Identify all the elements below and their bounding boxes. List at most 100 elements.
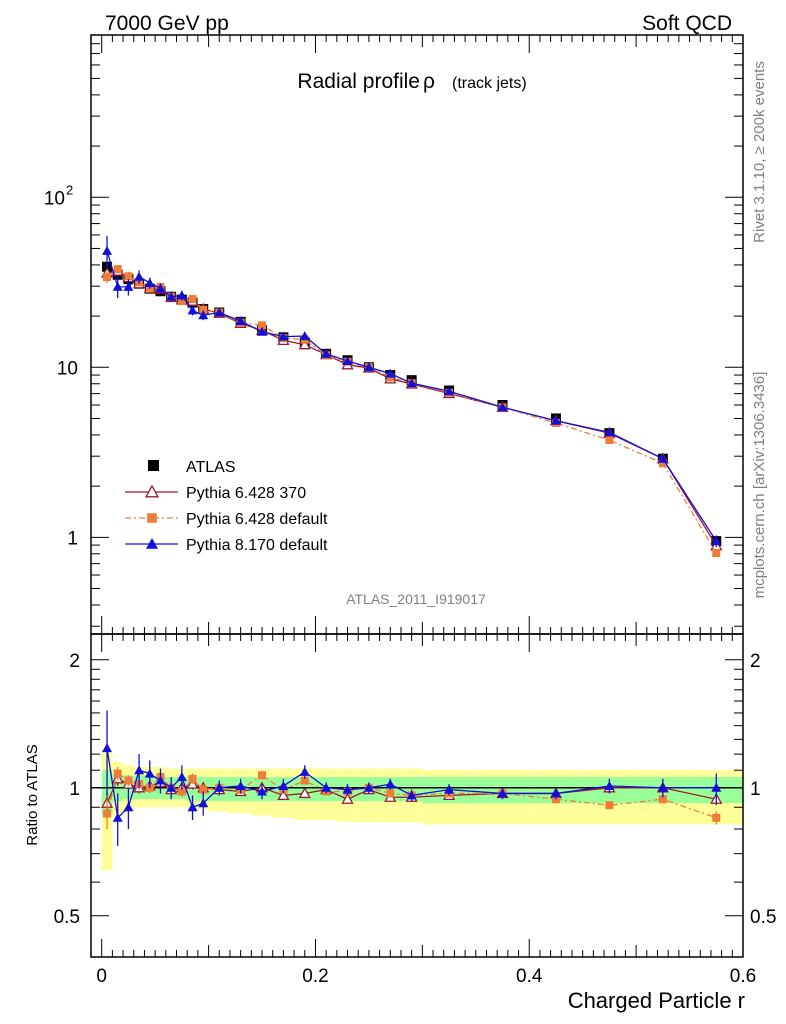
series-point-main — [605, 436, 614, 445]
series-point-ratio — [258, 771, 267, 780]
series-point-main — [124, 272, 133, 281]
x-tick-label: 0.4 — [516, 966, 543, 987]
series-point-ratio — [199, 785, 208, 794]
series-point-ratio — [103, 809, 112, 818]
series-point-ratio — [277, 789, 290, 800]
series-point-main — [497, 402, 508, 412]
y-tick-label-ratio: 2 — [69, 651, 80, 672]
series-point-ratio — [711, 782, 722, 792]
series-point-ratio — [113, 769, 122, 778]
ratio-panel-frame — [90, 633, 744, 958]
legend-label-0: Pythia 6.428 370 — [186, 485, 306, 502]
series-point-ratio — [658, 795, 667, 804]
series-point-main — [298, 338, 311, 350]
series-point-main — [198, 310, 209, 320]
chart-title: Radial profile — [297, 70, 420, 93]
y-tick-label-ratio-right: 2 — [750, 651, 761, 672]
header-left: 7000 GeV pp — [105, 12, 229, 35]
ratio-bands — [101, 751, 743, 871]
series-point-main — [176, 290, 187, 300]
series-point-main — [444, 386, 455, 396]
series-point-main — [155, 283, 166, 293]
series-point-ratio — [177, 787, 186, 796]
series-point-ratio — [712, 813, 721, 822]
series-point-main — [278, 331, 289, 341]
legend-label-atlas: ATLAS — [186, 459, 236, 476]
series-point-ratio — [134, 765, 145, 775]
series-point-main — [385, 368, 396, 378]
series-point-main — [604, 427, 615, 437]
series-point-ratio — [342, 784, 353, 794]
series-point-ratio — [363, 782, 374, 792]
series-point-ratio — [300, 776, 309, 785]
plot-frames — [90, 34, 744, 958]
series-point-main — [214, 307, 225, 317]
series-point-main — [102, 245, 113, 255]
x-tick-label: 0 — [96, 966, 107, 987]
x-axis-label: Charged Particle r — [568, 988, 745, 1013]
x-tick-label: 0.2 — [302, 966, 328, 987]
series-point-ratio — [124, 776, 133, 785]
series-point-main — [187, 305, 198, 315]
series-point-ratio — [604, 780, 615, 790]
series-point-main — [363, 362, 374, 372]
series-point-main — [188, 295, 197, 304]
series-point-ratio — [385, 779, 396, 789]
series-point-ratio — [657, 782, 668, 792]
legend-marker-1 — [147, 513, 157, 523]
series-layer — [100, 235, 723, 846]
series-point-ratio — [188, 774, 197, 783]
series-point-ratio — [299, 766, 310, 776]
series-point-main — [134, 271, 145, 281]
series-point-main — [257, 326, 268, 336]
chart-title-suffix: (track jets) — [452, 75, 527, 92]
series-point-main — [177, 297, 186, 306]
series-point-main — [112, 281, 123, 291]
series-point-main — [711, 536, 722, 546]
y-tick-label-main: 10 — [57, 358, 78, 379]
mcplots-reference-label: mcplots.cern.ch [arXiv:1306.3436] — [751, 372, 768, 599]
series-point-main — [321, 348, 332, 358]
series-point-ratio — [112, 812, 123, 822]
series-point-ratio — [102, 743, 113, 753]
series-point-main — [258, 321, 267, 330]
series-point-ratio — [155, 775, 166, 785]
series-point-main — [144, 277, 155, 287]
series-point-main — [658, 459, 667, 468]
series-point-ratio — [187, 802, 198, 812]
series-point-ratio — [257, 786, 268, 796]
series-point-ratio — [406, 790, 417, 800]
series-point-ratio — [278, 780, 289, 790]
legend-label-2: Pythia 8.170 default — [186, 537, 328, 554]
y-tick-label-ratio-right: 0.5 — [750, 907, 776, 928]
series-point-ratio — [144, 768, 155, 778]
axis-ticks — [91, 34, 744, 957]
ratio-y-axis-label: Ratio to ATLAS — [24, 744, 41, 845]
series-point-main — [113, 265, 122, 274]
series-point-ratio — [176, 772, 187, 782]
legend-label-1: Pythia 6.428 default — [186, 511, 328, 528]
series-point-ratio — [166, 782, 177, 792]
y-tick-label-ratio: 0.5 — [54, 907, 80, 928]
series-point-main — [657, 453, 668, 463]
series-point-ratio — [123, 802, 134, 812]
series-point-main — [123, 281, 134, 291]
series-point-ratio — [321, 782, 332, 792]
series-point-main — [342, 355, 353, 365]
series-point-ratio — [605, 801, 614, 810]
y-tick-label-main-exponent: 2 — [66, 182, 73, 197]
series-point-main — [103, 273, 112, 282]
series-point-ratio — [214, 782, 225, 792]
rivet-version-label: Rivet 3.1.10, ≥ 200k events — [751, 61, 768, 243]
series-point-main — [299, 331, 310, 341]
series-point-ratio — [550, 788, 561, 798]
series-point-ratio — [386, 789, 395, 798]
y-tick-label-main: 1 — [67, 528, 78, 549]
analysis-label: ATLAS_2011_I919017 — [346, 591, 486, 607]
series-point-main — [712, 549, 721, 558]
series-point-main — [406, 378, 417, 388]
series-point-ratio — [298, 787, 311, 799]
chart-title-symbol: ρ — [423, 70, 435, 93]
